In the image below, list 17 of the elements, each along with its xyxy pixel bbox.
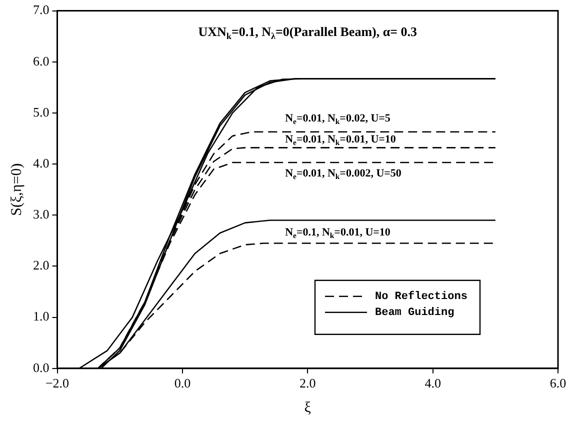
y-tick-label: 6.0 (33, 53, 50, 68)
y-tick-label: 1.0 (33, 308, 50, 324)
y-tick-label: 5.0 (33, 104, 50, 120)
y-tick-label: 7.0 (33, 2, 50, 18)
x-tick-label: −2.0 (45, 376, 70, 391)
y-tick-label: 2.0 (33, 258, 50, 273)
x-tick-label: 0.0 (174, 376, 191, 391)
legend-label: Beam Guiding (375, 307, 454, 320)
x-axis-title: ξ (304, 400, 312, 416)
y-tick-label: 0.0 (33, 360, 50, 375)
y-axis-title: S(ξ,η=0) (8, 163, 25, 216)
x-tick-label: 2.0 (300, 376, 316, 391)
legend-label: No Reflections (375, 290, 468, 304)
y-tick-label: 4.0 (33, 155, 50, 170)
x-tick-label: 6.0 (550, 376, 566, 391)
y-tick-label: 3.0 (33, 206, 50, 222)
x-tick-label: 4.0 (424, 376, 441, 391)
